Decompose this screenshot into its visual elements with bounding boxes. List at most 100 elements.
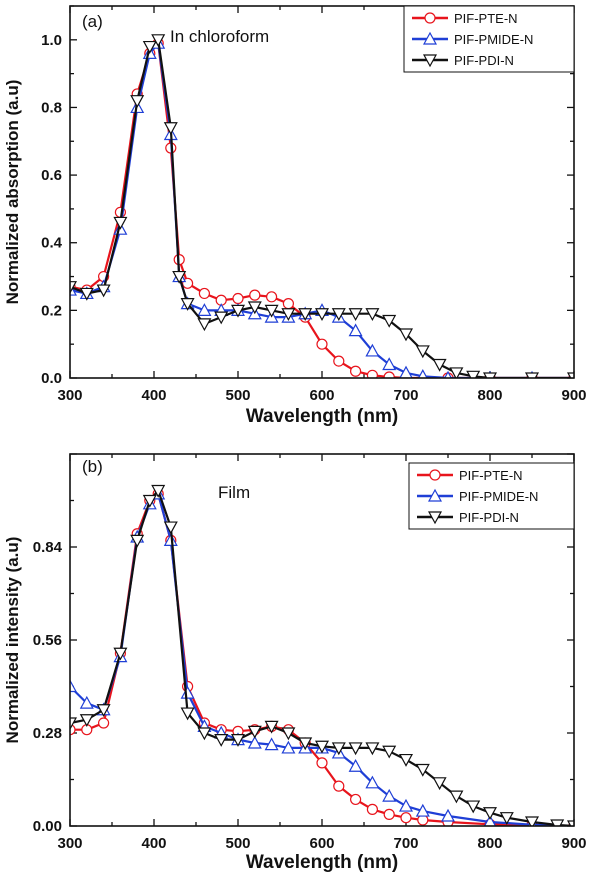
data-point: [331, 742, 346, 756]
data-point: [79, 695, 94, 709]
data-point: [499, 812, 514, 825]
data-point: [350, 365, 362, 377]
data-point: [483, 814, 497, 826]
data-point: [151, 34, 166, 48]
data-point: [79, 714, 94, 727]
x-tick-label: 900: [561, 835, 586, 852]
data-point: [432, 358, 447, 372]
data-point: [249, 289, 261, 301]
data-point: [163, 122, 178, 135]
series-pif-pdi-n: [70, 484, 574, 826]
data-point: [566, 372, 574, 378]
legend-marker: [427, 488, 443, 502]
data-point: [524, 816, 540, 826]
data-point: [151, 484, 166, 498]
data-point: [163, 521, 178, 535]
data-point: [180, 298, 195, 311]
x-tick-label: 600: [309, 835, 334, 852]
x-tick-label: 700: [393, 387, 418, 404]
data-point: [264, 304, 279, 318]
data-point: [130, 95, 145, 108]
data-point: [230, 734, 246, 747]
data-point: [383, 808, 395, 820]
data-point: [130, 534, 145, 548]
data-point: [399, 365, 413, 378]
data-point: [282, 298, 294, 310]
y-tick-label: 0.00: [33, 818, 62, 835]
series-pif-pmide-n: [70, 35, 574, 378]
series-line: [70, 492, 574, 826]
data-point: [449, 790, 464, 804]
series-pif-pdi-n: [70, 34, 574, 378]
data-point: [281, 727, 296, 741]
data-point: [348, 742, 363, 756]
data-point: [466, 800, 481, 814]
data-point: [180, 685, 195, 699]
legend-marker: [422, 31, 438, 45]
data-point: [281, 740, 296, 754]
data-point: [298, 308, 313, 321]
data-point: [432, 777, 447, 791]
data-point: [524, 372, 540, 378]
data-point: [449, 367, 464, 378]
panel-label: (a): [82, 12, 103, 31]
data-point: [142, 40, 157, 54]
plot-frame: [69, 453, 575, 827]
x-tick-label: 300: [57, 835, 82, 852]
legend-marker: [424, 12, 436, 24]
legend-label: PIF-PTE-N: [459, 468, 523, 483]
data-point: [366, 803, 378, 815]
x-tick-label: 700: [393, 835, 418, 852]
data-point: [383, 371, 395, 378]
legend: PIF-PTE-N PIF-PMIDE-N PIF-PDI-N: [403, 5, 575, 73]
legend-label: PIF-PMIDE-N: [459, 489, 538, 504]
series-line: [70, 42, 574, 378]
series-line: [70, 42, 574, 378]
data-point: [97, 717, 110, 729]
data-point: [247, 725, 262, 739]
data-point: [365, 308, 380, 321]
y-tick-label: 0.8: [41, 99, 62, 116]
data-point: [365, 343, 380, 357]
data-point: [440, 808, 456, 822]
y-tick-label: 0.4: [41, 235, 63, 252]
y-tick-label: 0.0: [41, 370, 62, 387]
data-point: [70, 281, 78, 294]
data-point: [398, 328, 414, 342]
legend-label: PIF-PDI-N: [454, 53, 514, 68]
series-line: [70, 38, 574, 378]
data-point: [230, 304, 246, 318]
data-point: [482, 807, 498, 820]
data-point: [382, 357, 397, 371]
legend: PIF-PTE-N PIF-PMIDE-N PIF-PDI-N: [408, 462, 575, 530]
legend-label: PIF-PTE-N: [454, 11, 518, 26]
x-tick-label: 500: [225, 835, 250, 852]
data-point: [331, 308, 346, 321]
data-point: [113, 216, 128, 230]
data-point: [415, 345, 430, 359]
data-point: [96, 284, 111, 298]
data-point: [314, 740, 330, 754]
data-point: [266, 291, 278, 303]
data-point: [247, 735, 262, 749]
data-point: [70, 679, 78, 693]
data-point: [566, 820, 574, 826]
y-tick-label: 0.84: [33, 539, 63, 556]
data-point: [350, 793, 362, 806]
data-point: [398, 798, 414, 812]
y-axis-title: Normalized absorption (a.u): [3, 80, 22, 305]
data-point: [348, 758, 363, 772]
data-point: [197, 318, 212, 332]
y-tick-label: 0.2: [41, 302, 62, 319]
x-tick-label: 800: [477, 387, 502, 404]
data-point: [400, 812, 412, 824]
data-point: [197, 727, 212, 741]
legend-label: PIF-PMIDE-N: [454, 32, 533, 47]
y-tick-label: 0.28: [33, 725, 62, 742]
data-point: [348, 308, 363, 321]
data-point: [365, 742, 380, 756]
data-point: [180, 707, 195, 721]
data-point: [415, 803, 430, 817]
data-point: [264, 720, 279, 734]
